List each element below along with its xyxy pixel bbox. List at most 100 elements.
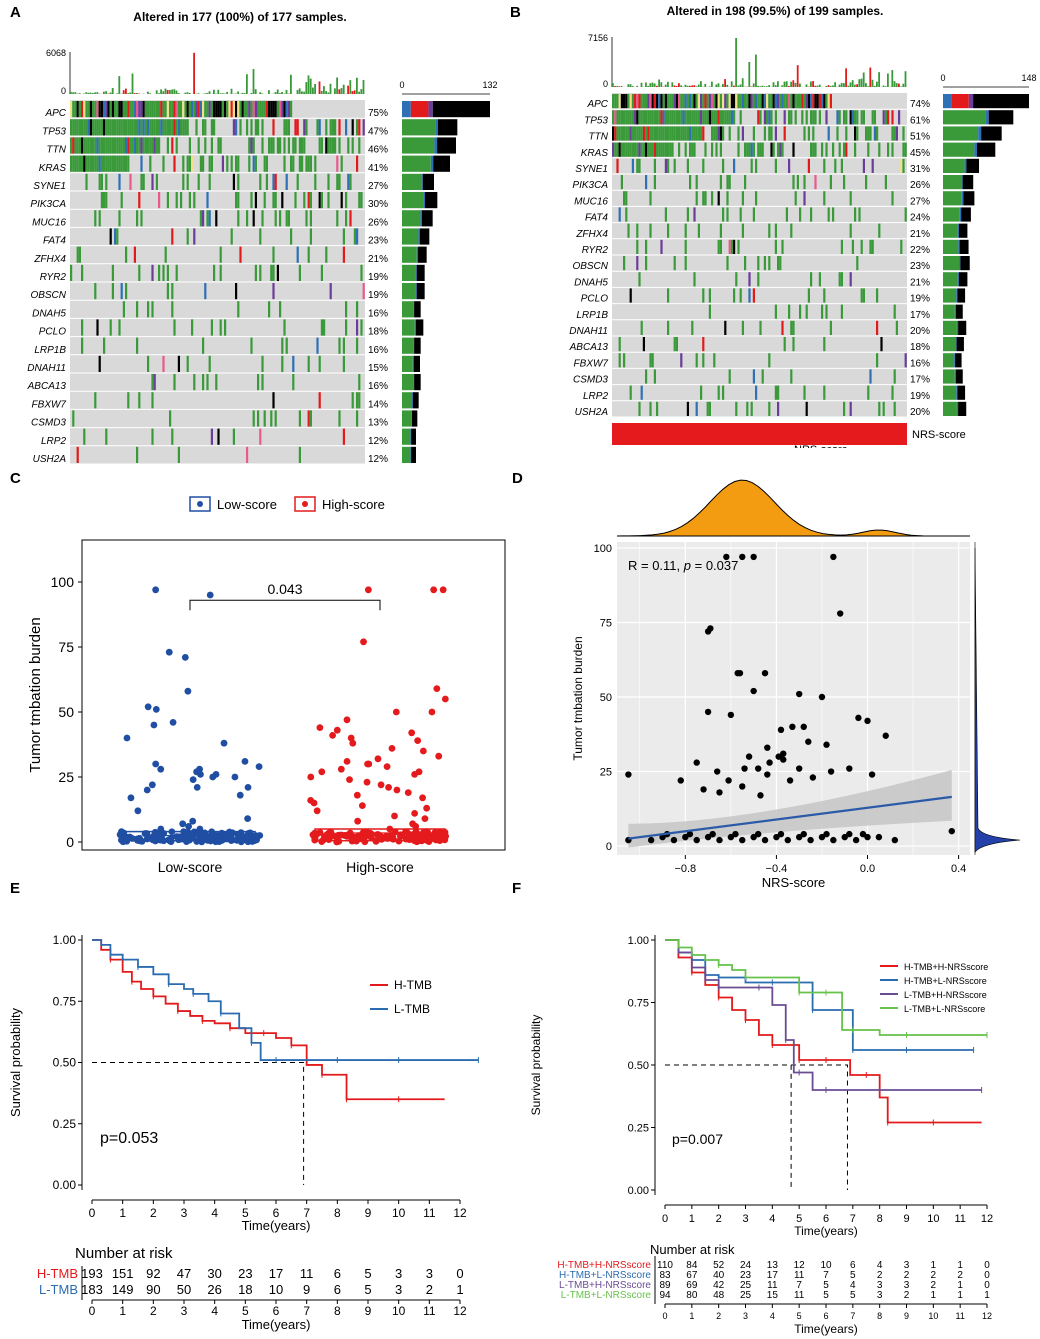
data-point — [393, 786, 401, 794]
mutation-cell — [158, 264, 161, 281]
mutation-cell — [704, 94, 707, 109]
mutation-cell — [636, 142, 639, 157]
mutation-cell — [821, 94, 824, 109]
mutation-cell — [664, 158, 667, 173]
mutation-cell — [726, 110, 729, 125]
mutation-cell — [895, 126, 898, 141]
mutation-cell — [215, 210, 218, 227]
sample-burden-bar — [730, 81, 733, 87]
mutation-cell — [882, 110, 885, 125]
sample-burden-bar — [96, 92, 99, 94]
sample-burden-bar — [735, 38, 737, 87]
mutation-cell — [656, 110, 659, 125]
data-point — [875, 833, 883, 841]
sample-burden-bar — [614, 86, 616, 87]
data-point — [385, 784, 392, 791]
mutation-cell — [219, 319, 222, 336]
mutation-cell — [634, 94, 637, 109]
sample-burden-bar — [812, 81, 814, 87]
mutation-cell — [638, 158, 641, 173]
mutation-cell — [715, 110, 718, 125]
data-point — [864, 717, 871, 725]
mutation-cell — [72, 410, 75, 427]
mutation-cell — [213, 101, 216, 118]
mutation-cell — [713, 94, 716, 109]
mutation-cell — [265, 173, 268, 190]
mutation-cell — [843, 401, 846, 416]
mutation-cell — [697, 110, 700, 125]
mutation-cell — [70, 264, 73, 281]
mutation-cell — [199, 101, 202, 118]
gene-percent: 20% — [910, 326, 930, 337]
x-tick-label: 7 — [850, 1213, 856, 1225]
mutation-cell — [702, 126, 705, 141]
mutation-cell — [662, 126, 665, 141]
sample-burden-bar — [169, 89, 171, 94]
gene-count-bar — [402, 155, 431, 172]
gene-count-bar — [981, 126, 1002, 141]
mutation-cell — [893, 126, 896, 141]
sample-burden-bar — [127, 93, 129, 94]
mutation-cell — [728, 126, 731, 141]
mutation-cell — [660, 110, 663, 125]
gene-count-bar — [402, 101, 411, 118]
mutation-cell — [149, 101, 152, 118]
mutation-cell — [272, 264, 275, 281]
mutation-cell — [788, 94, 791, 109]
mutation-cell — [105, 192, 108, 209]
data-point — [377, 781, 385, 789]
mutation-cell — [177, 101, 180, 118]
mutation-cell — [292, 137, 295, 154]
mutation-cell — [230, 101, 233, 118]
mutation-cell — [224, 101, 227, 118]
gene-label: MUC16 — [32, 217, 66, 228]
y-tick-label: 0 — [606, 841, 612, 853]
mutation-cell — [96, 319, 99, 336]
gene-count-bar — [424, 192, 438, 209]
mutation-cell — [684, 142, 687, 157]
mutation-cell — [89, 137, 92, 154]
gene-count-bar — [943, 320, 957, 335]
data-point — [316, 724, 324, 731]
mutation-cell — [854, 207, 857, 222]
mutation-cell — [208, 155, 211, 172]
gene-count-bar — [974, 142, 977, 157]
mutation-cell — [752, 369, 755, 384]
data-point — [891, 836, 899, 844]
risk-value: 3 — [904, 1280, 910, 1291]
mutation-cell — [884, 175, 887, 190]
mutation-cell — [649, 126, 652, 141]
risk-table-title: Number at risk — [650, 1242, 735, 1257]
mutation-cell — [660, 94, 663, 109]
mutation-cell — [356, 155, 359, 172]
risk-value: 2 — [931, 1270, 937, 1281]
mutation-cell — [219, 101, 222, 118]
y-tick-label: 25 — [600, 767, 612, 779]
x-tick-label: 11 — [423, 1206, 436, 1220]
mutation-cell — [746, 401, 749, 416]
gene-percent: 24% — [910, 213, 930, 224]
mutation-cell — [118, 210, 121, 227]
mutation-cell — [151, 374, 154, 391]
risk-value: 40 — [713, 1270, 725, 1281]
panel-label-f: F — [512, 880, 522, 897]
sample-burden-bar — [680, 85, 682, 87]
mutation-cell — [87, 101, 90, 118]
mutation-cell — [193, 374, 196, 391]
mutation-cell — [127, 392, 130, 409]
mutation-cell — [788, 158, 791, 173]
mutation-cell — [750, 142, 753, 157]
mutation-cell — [127, 155, 130, 172]
mutation-cell — [72, 137, 75, 154]
mutation-cell — [358, 374, 361, 391]
gene-count-bar — [419, 228, 430, 245]
mutation-cell — [202, 374, 205, 391]
mutation-cell — [140, 173, 143, 190]
mutation-cell — [100, 192, 103, 209]
mutation-cell — [294, 137, 297, 154]
mutation-cell — [276, 264, 279, 281]
mutation-cell — [792, 320, 795, 335]
risk-value: 17 — [269, 1266, 283, 1281]
mutation-cell — [151, 173, 154, 190]
mutation-cell — [133, 246, 136, 263]
